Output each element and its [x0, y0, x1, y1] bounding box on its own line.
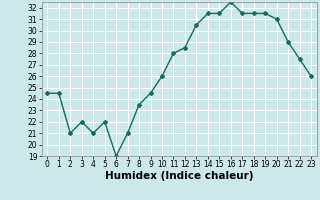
X-axis label: Humidex (Indice chaleur): Humidex (Indice chaleur) — [105, 171, 253, 181]
